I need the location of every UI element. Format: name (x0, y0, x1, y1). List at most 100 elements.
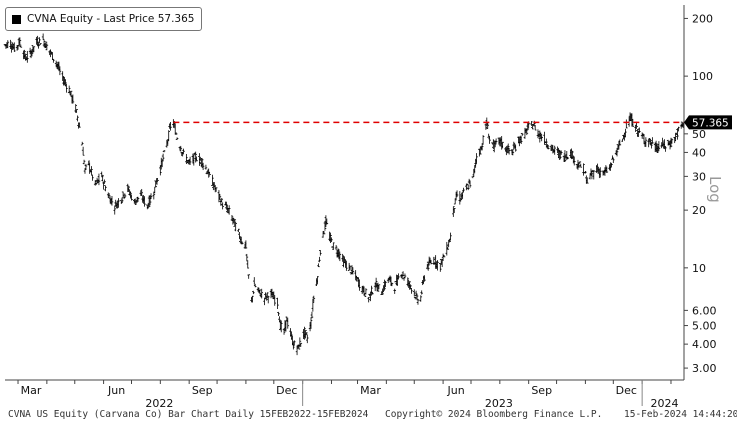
ohlc-bar (545, 138, 548, 148)
ohlc-bar (297, 344, 301, 350)
ohlc-bar (19, 44, 23, 48)
ohlc-bar (147, 195, 151, 208)
ohlc-bar (263, 297, 266, 306)
ohlc-bar (642, 134, 646, 144)
ohlc-bar (233, 219, 237, 227)
ohlc-bar (446, 246, 450, 250)
ohlc-bar (325, 218, 329, 225)
ohlc-bar (18, 37, 22, 45)
ohlc-bar (220, 198, 224, 203)
y-tick-label: 4.00 (692, 338, 717, 351)
ohlc-bar (117, 198, 120, 208)
ohlc-bar (312, 295, 316, 302)
ohlc-bar (384, 280, 387, 288)
ohlc-bar (153, 186, 157, 194)
ohlc-bar (621, 138, 624, 142)
ohlc-bar (321, 230, 325, 238)
ohlc-bar (634, 124, 637, 132)
footer-copyright: Copyright© 2024 Bloomberg Finance L.P. (385, 409, 603, 420)
ohlc-bar (413, 296, 417, 300)
ohlc-bar (286, 317, 290, 329)
ohlc-bar (273, 295, 277, 306)
ohlc-bar (507, 147, 511, 155)
ohlc-bar (601, 170, 605, 176)
ohlc-bar (364, 288, 368, 295)
x-axis: Mar Jun Sep Dec Mar Jun Sep Dec 2022 2023 2024 (5, 379, 684, 410)
ohlc-bar (465, 183, 469, 186)
ohlc-bar (303, 326, 306, 340)
ohlc-bar (410, 287, 413, 294)
ohlc-bar (135, 196, 139, 203)
ohlc-bar (211, 174, 214, 186)
ohlc-bar (486, 122, 490, 129)
ohlc-bar (32, 46, 36, 53)
ohlc-bar (38, 37, 41, 44)
ohlc-bar (553, 145, 557, 155)
ohlc-bar (566, 157, 570, 160)
ohlc-bar (511, 149, 515, 156)
ohlc-bar (330, 237, 333, 242)
x-month-label: Dec (276, 384, 297, 397)
ohlc-bar (501, 141, 504, 149)
ohlc-bar (54, 60, 58, 68)
ohlc-bar (90, 166, 93, 175)
ohlc-bar (512, 141, 516, 150)
ohlc-bar (129, 191, 132, 199)
ohlc-bar (139, 190, 143, 196)
y-tick-label: 6.00 (692, 304, 717, 317)
ohlc-bar (167, 130, 171, 141)
ohlc-bar (348, 266, 352, 270)
ohlc-bar (322, 231, 326, 235)
ohlc-bar (546, 144, 550, 150)
ohlc-bar (514, 144, 517, 152)
ohlc-bar (625, 119, 628, 129)
ohlc-bar (449, 232, 452, 241)
ohlc-bar (252, 290, 255, 295)
ohlc-bar (585, 177, 589, 184)
ohlc-bar (65, 83, 68, 93)
ohlc-bar (103, 179, 106, 184)
ohlc-bar (530, 121, 533, 126)
ohlc-bar (448, 239, 451, 243)
ohlc-bar (677, 126, 680, 132)
ohlc-bar (225, 201, 228, 210)
ohlc-bar (179, 145, 183, 152)
ohlc-bar (401, 271, 405, 277)
ohlc-bar (169, 121, 172, 131)
ohlc-bar (383, 279, 386, 291)
ohlc-bar (71, 94, 75, 104)
ohlc-bar (452, 208, 456, 214)
ohlc-bar (305, 334, 309, 344)
y-tick-label: 10 (692, 262, 706, 275)
ohlc-bar (412, 289, 416, 297)
ohlc-bar (253, 284, 257, 288)
ohlc-bar (598, 167, 602, 178)
last-price-box (684, 115, 732, 130)
ohlc-bar (377, 284, 381, 290)
y-tick-label: 3.00 (692, 362, 717, 375)
ohlc-bar (468, 180, 472, 188)
ohlc-bar (465, 183, 468, 191)
ohlc-bar (332, 242, 335, 251)
ohlc-bar (310, 311, 314, 319)
ohlc-bar (258, 289, 262, 295)
y-tick-label: 50 (692, 128, 706, 141)
ohlc-bar (251, 295, 254, 303)
ohlc-bar (647, 139, 650, 148)
ohlc-bar (93, 180, 97, 186)
ohlc-bar (442, 254, 446, 258)
ohlc-bar (367, 296, 370, 303)
ohlc-bar (260, 288, 264, 299)
ohlc-bar (30, 48, 34, 57)
ohlc-bars (3, 33, 686, 356)
ohlc-bar (610, 162, 613, 168)
ohlc-bar (113, 205, 117, 215)
ohlc-bar (403, 273, 407, 279)
last-price-label: 57.365 (692, 117, 729, 129)
legend-label: CVNA Equity - Last Price 57.365 (27, 13, 195, 25)
ohlc-bar (292, 340, 296, 346)
ohlc-bar (130, 194, 133, 201)
x-year-label: 2022 (145, 397, 173, 410)
ohlc-bar (246, 260, 250, 269)
